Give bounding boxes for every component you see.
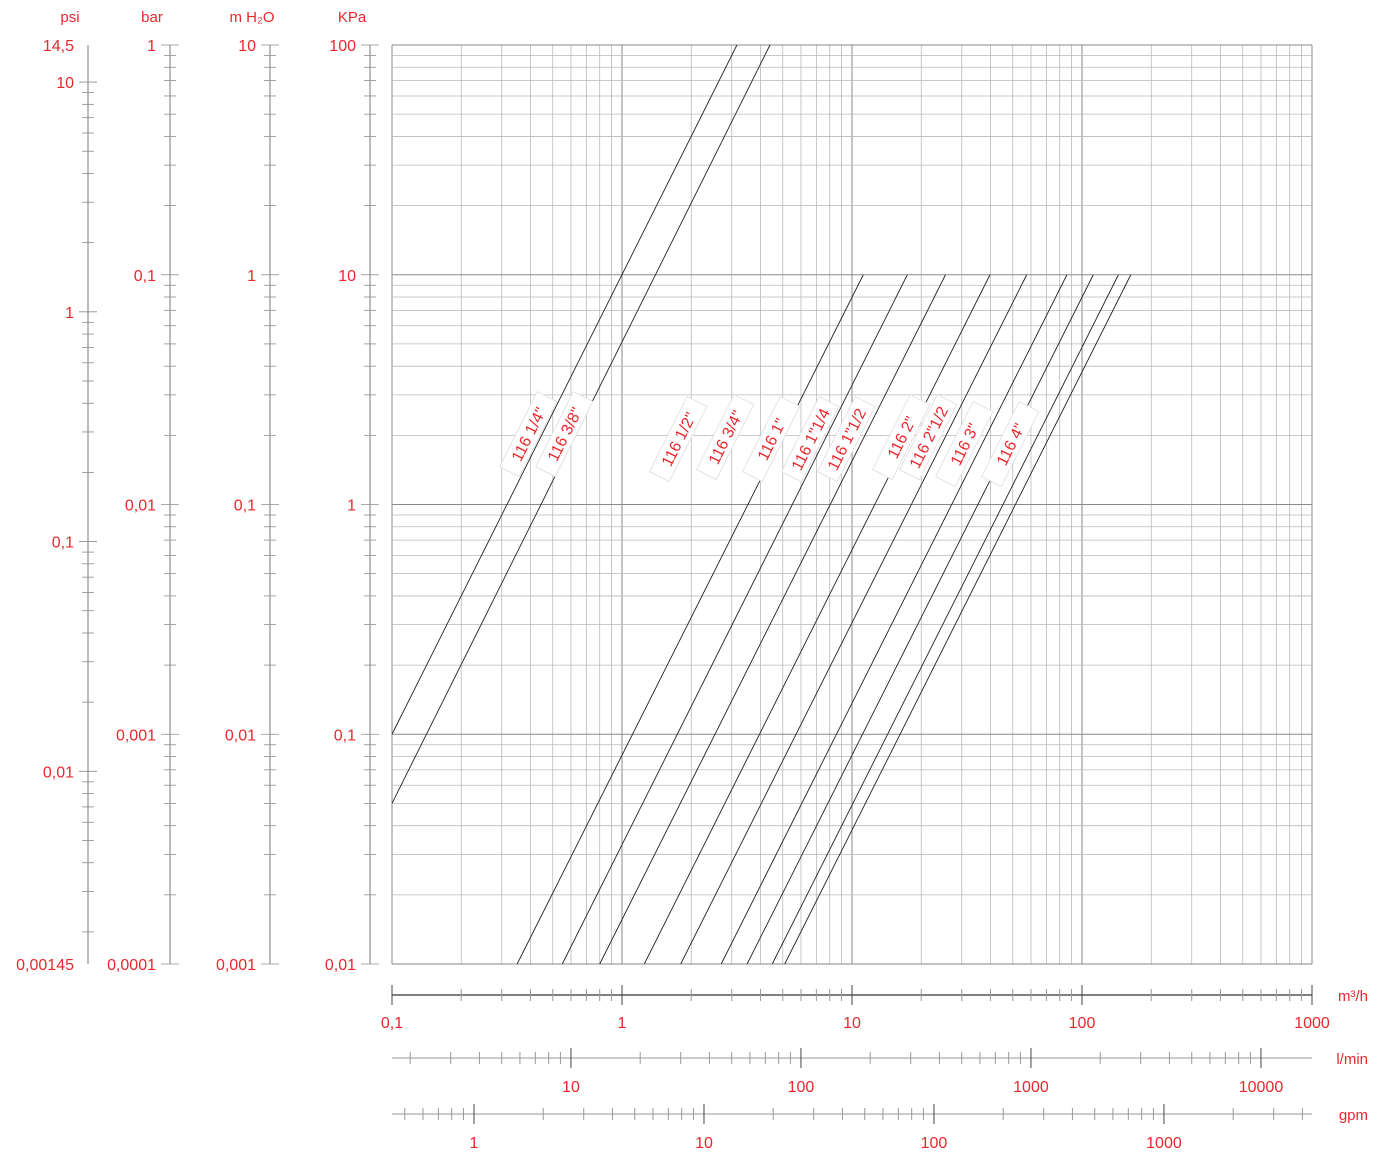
axis-unit-label: l/min xyxy=(1336,1051,1368,1068)
axis-tick-label: 1000 xyxy=(1294,1015,1330,1032)
axis-unit-label: gpm xyxy=(1339,1107,1368,1124)
axis-header: m H₂O xyxy=(230,9,275,26)
axis-tick-label: 100 xyxy=(788,1079,815,1096)
series-label-box xyxy=(817,396,876,483)
series-label-box xyxy=(696,394,755,481)
left-pressure-axes: psi 14,5 10 1 0,1 0,01 0,00145 bar 1 0,1 0,01 0,001… xyxy=(16,9,379,974)
axis-tick-label: 1 xyxy=(470,1135,479,1152)
series-label-box xyxy=(935,401,994,488)
axis-tick-label: 100 xyxy=(1069,1015,1096,1032)
axis-tick-label: 10 xyxy=(562,1079,580,1096)
axis-tick-label: 0,001 xyxy=(116,727,156,744)
bottom-flow-axes: 0,1 1 10 100 1000 m³/h 10 100 1000 10000 l/min 1 10 1… xyxy=(381,985,1368,1152)
series-line xyxy=(643,274,991,965)
series-line xyxy=(771,274,1119,965)
curve-labels: 116 1/4"116 3/8" 116 1/2" 116 3/4" 116 1"11… xyxy=(499,391,1040,488)
axis-tick-label: 1000 xyxy=(1013,1079,1049,1096)
axis-tick-label: 0,1 xyxy=(134,268,156,285)
axis-tick-label: 10 xyxy=(238,38,256,55)
series-label-box xyxy=(499,391,558,478)
axis-tick-label: 100 xyxy=(329,38,356,55)
axis-tick-label: 10 xyxy=(695,1135,713,1152)
series-label-box xyxy=(535,391,594,478)
series-line xyxy=(720,274,1068,965)
series-line xyxy=(746,274,1094,965)
axis-tick-label: 0,00145 xyxy=(16,957,74,974)
series-label-box xyxy=(742,396,801,483)
axis-tick-label: 0,01 xyxy=(43,764,74,781)
axis-tick-label: 0,001 xyxy=(216,957,256,974)
series-line xyxy=(391,44,738,735)
axis-tick-label: 0,1 xyxy=(234,498,256,515)
axis-tick-label: 10 xyxy=(56,75,74,92)
series-line xyxy=(516,274,864,965)
series-line xyxy=(599,274,946,965)
series-line xyxy=(680,274,1028,965)
axis-tick-label: 0,0001 xyxy=(107,957,156,974)
series-label-box xyxy=(649,396,708,483)
axis-tick-label: 0,01 xyxy=(125,498,156,515)
axis-tick-label: 100 xyxy=(921,1135,948,1152)
series-label-box xyxy=(899,394,958,481)
axis-tick-label: 1 xyxy=(347,498,356,515)
axis-header: KPa xyxy=(338,9,367,26)
axis-tick-label: 10 xyxy=(843,1015,861,1032)
axis-tick-label: 1 xyxy=(618,1015,627,1032)
series-label-box xyxy=(781,396,840,483)
series-line xyxy=(784,274,1132,965)
grid xyxy=(391,44,1313,965)
axis-tick-label: 0,1 xyxy=(334,727,356,744)
axis-header: psi xyxy=(60,9,79,26)
axis-header: bar xyxy=(141,9,163,26)
series-label-box xyxy=(981,401,1040,488)
axis-tick-label: 1000 xyxy=(1146,1135,1182,1152)
axis-tick-label: 0,01 xyxy=(325,957,356,974)
flow-curves xyxy=(391,44,1132,965)
series-line xyxy=(561,274,908,965)
axis-tick-label: 10 xyxy=(338,268,356,285)
axis-tick-label: 1 xyxy=(65,305,74,322)
axis-tick-label: 0,1 xyxy=(52,535,74,552)
axis-tick-label: 10000 xyxy=(1239,1079,1284,1096)
series-label-box xyxy=(872,394,931,481)
axis-tick-label: 0,1 xyxy=(381,1015,403,1032)
axis-tick-label: 14,5 xyxy=(43,38,74,55)
axis-tick-label: 1 xyxy=(247,268,256,285)
axis-tick-label: 0,01 xyxy=(225,727,256,744)
axis-unit-label: m³/h xyxy=(1338,988,1368,1005)
axis-tick-label: 1 xyxy=(147,38,156,55)
